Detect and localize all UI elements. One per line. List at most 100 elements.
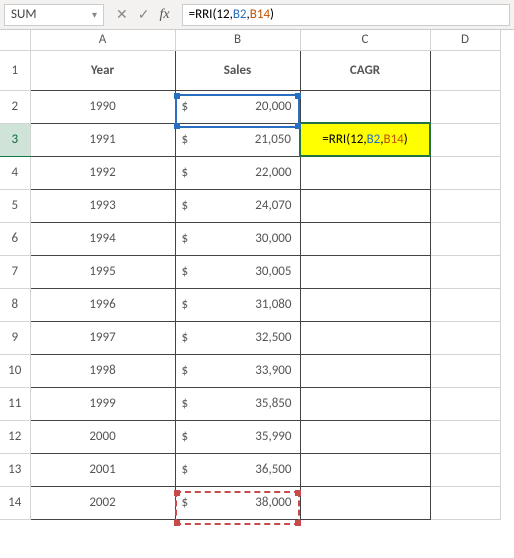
cell-cagr[interactable] [300,255,430,288]
col-header-D[interactable]: D [430,30,500,50]
cell-sales[interactable]: $36,500 [175,453,300,486]
currency-symbol: $ [182,297,189,312]
cell-blank[interactable] [430,50,500,90]
row-header[interactable]: 13 [0,453,30,486]
cell-cagr[interactable] [300,321,430,354]
cell-year[interactable]: 1991 [30,123,175,156]
cell-sales[interactable]: $32,500 [175,321,300,354]
cell-year[interactable]: 1997 [30,321,175,354]
cell-year[interactable]: 2000 [30,420,175,453]
cell-cagr[interactable] [300,420,430,453]
chevron-down-icon[interactable]: ▾ [92,8,97,21]
col-header-A[interactable]: A [30,30,175,50]
row-header[interactable]: 7 [0,255,30,288]
row-header[interactable]: 6 [0,222,30,255]
cell-year[interactable]: 2002 [30,486,175,519]
cell-blank[interactable] [430,453,500,486]
sales-value: 35,990 [255,429,291,444]
cell-year[interactable]: 1998 [30,354,175,387]
cell-sales[interactable]: $21,050 [175,123,300,156]
cell-blank[interactable] [430,123,500,156]
cell-blank[interactable] [430,90,500,123]
row-header[interactable]: 11 [0,387,30,420]
formula-input[interactable]: = RRI ( 12 , B2 , B14 ) [182,4,510,26]
cell-year[interactable]: 1992 [30,156,175,189]
row-header[interactable]: 9 [0,321,30,354]
edit-a2: B2 [367,132,381,147]
col-header-C[interactable]: C [300,30,430,50]
enter-icon[interactable]: ✓ [138,6,150,23]
cell-year[interactable]: 2001 [30,453,175,486]
cancel-icon[interactable]: ✕ [116,6,128,23]
cell-sales[interactable]: $33,900 [175,354,300,387]
row-header[interactable]: 2 [0,90,30,123]
cell-year[interactable]: 1995 [30,255,175,288]
cell-blank[interactable] [430,156,500,189]
formula-arg1: 12 [216,7,229,22]
cell-blank[interactable] [430,321,500,354]
name-box-value: SUM [11,7,36,22]
currency-symbol: $ [182,264,189,279]
cell-sales[interactable]: $22,000 [175,156,300,189]
row-header[interactable]: 10 [0,354,30,387]
cell-blank[interactable] [430,189,500,222]
col-header-B[interactable]: B [175,30,300,50]
cell-sales[interactable]: $24,070 [175,189,300,222]
cell-sales[interactable]: $30,005 [175,255,300,288]
cell-year[interactable]: 1993 [30,189,175,222]
cell-cagr[interactable] [300,222,430,255]
row-header[interactable]: 12 [0,420,30,453]
row-header[interactable]: 8 [0,288,30,321]
select-all-corner[interactable] [0,30,30,50]
cell-blank[interactable] [430,387,500,420]
edit-a1: 12 [350,132,363,147]
row-header[interactable]: 3 [0,123,30,156]
table-row: 3 1991 $21,050 =RRI(12,B2,B14) [0,123,500,156]
cell-cagr[interactable] [300,156,430,189]
header-sales[interactable]: Sales [175,50,300,90]
cell-cagr[interactable] [300,453,430,486]
table-row: 4 1992 $22,000 [0,156,500,189]
cell-sales[interactable]: $31,080 [175,288,300,321]
cell-year[interactable]: 1999 [30,387,175,420]
table-row: 12 2000 $35,990 [0,420,500,453]
row-header[interactable]: 5 [0,189,30,222]
cell-cagr[interactable] [300,189,430,222]
row-header[interactable]: 14 [0,486,30,519]
header-cagr[interactable]: CAGR [300,50,430,90]
row-header[interactable]: 1 [0,50,30,90]
cell-blank[interactable] [430,222,500,255]
formula-arg3: B14 [250,7,270,22]
cell-sales-B2[interactable]: $20,000 [175,90,300,123]
currency-symbol: $ [182,330,189,345]
currency-symbol: $ [182,132,189,147]
header-year[interactable]: Year [30,50,175,90]
row-header[interactable]: 4 [0,156,30,189]
sales-value: 32,500 [255,330,291,345]
cell-cagr[interactable] [300,288,430,321]
cell-cagr[interactable] [300,387,430,420]
cell-blank[interactable] [430,288,500,321]
cell-blank[interactable] [430,354,500,387]
name-box[interactable]: SUM ▾ [4,4,104,26]
cell-cagr[interactable] [300,486,430,519]
cell-blank[interactable] [430,255,500,288]
fx-icon[interactable]: fx [159,7,169,23]
cell-year[interactable]: 1990 [30,90,175,123]
cell-year[interactable]: 1996 [30,288,175,321]
cell-cagr[interactable] [300,354,430,387]
cell-blank[interactable] [430,486,500,519]
cell-year[interactable]: 1994 [30,222,175,255]
cell-editing-C3[interactable]: =RRI(12,B2,B14) [300,123,430,156]
table-row: 14 2002 $38,000 [0,486,500,519]
sales-value: 30,005 [255,264,291,279]
cell-sales[interactable]: $35,990 [175,420,300,453]
formula-paren-close: ) [270,7,274,22]
table-row: 11 1999 $35,850 [0,387,500,420]
cell-cagr[interactable] [300,90,430,123]
currency-symbol: $ [182,363,189,378]
cell-sales[interactable]: $35,850 [175,387,300,420]
cell-sales-B14[interactable]: $38,000 [175,486,300,519]
cell-blank[interactable] [430,420,500,453]
cell-sales[interactable]: $30,000 [175,222,300,255]
